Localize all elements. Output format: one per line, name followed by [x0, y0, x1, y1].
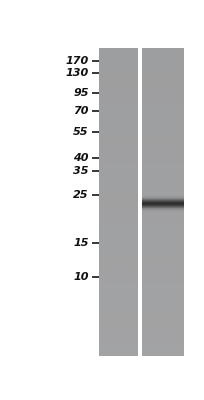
- Text: 170: 170: [65, 56, 89, 66]
- Text: 55: 55: [73, 127, 89, 137]
- Text: 70: 70: [73, 106, 89, 116]
- Text: 15: 15: [73, 238, 89, 248]
- Text: 95: 95: [73, 88, 89, 98]
- Text: 130: 130: [65, 68, 89, 78]
- Text: 25: 25: [73, 190, 89, 200]
- Text: 10: 10: [73, 272, 89, 282]
- Text: 40: 40: [73, 153, 89, 163]
- Text: 35: 35: [73, 166, 89, 176]
